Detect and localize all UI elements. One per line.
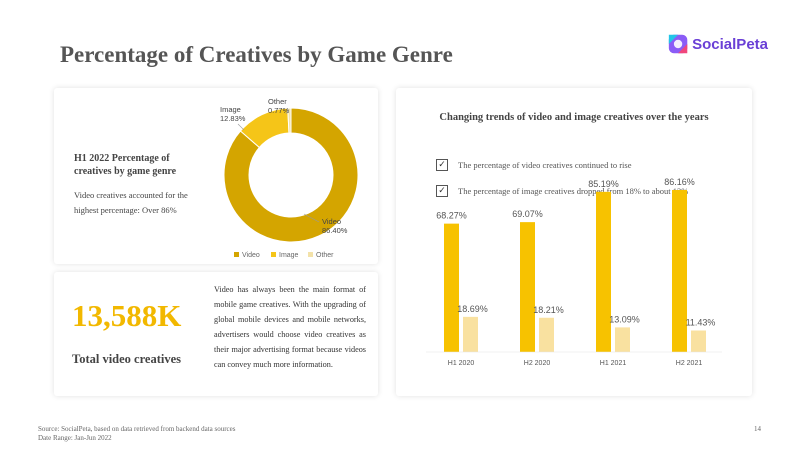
check-text-video: The percentage of video creatives contin… bbox=[458, 160, 632, 170]
donut-heading: H1 2022 Percentage of creatives by game … bbox=[74, 153, 177, 177]
bar-data-label: 11.43% bbox=[686, 318, 716, 328]
donut-label-name: Video bbox=[322, 217, 341, 226]
donut-description: Video creatives accounted for the highes… bbox=[74, 190, 188, 215]
checkbox-icon: ✓ bbox=[436, 185, 448, 197]
bar-card-title: Changing trends of video and image creat… bbox=[439, 112, 709, 123]
bar-data-label: 18.21% bbox=[533, 305, 564, 315]
check-row-image: ✓ The percentage of image creatives drop… bbox=[436, 185, 688, 197]
total-paragraph: Video has always been the main format of… bbox=[214, 285, 366, 369]
donut-label-name: Image bbox=[220, 105, 241, 114]
legend-label: Other bbox=[316, 252, 334, 259]
footer-date-range: Date Range: Jan-Jun 2022 bbox=[38, 434, 112, 442]
bar-data-label: 13.09% bbox=[609, 314, 640, 324]
bar-category-label: H1 2020 bbox=[448, 360, 475, 367]
donut-label-name: Other bbox=[268, 97, 287, 106]
bar-image bbox=[539, 317, 554, 352]
bar-data-label: 69.07% bbox=[512, 209, 543, 219]
brand-name: SocialPeta bbox=[692, 35, 768, 53]
brand-logo: SocialPeta bbox=[668, 31, 768, 57]
bar-video bbox=[596, 191, 611, 352]
checkbox-icon: ✓ bbox=[436, 159, 448, 171]
bar-video bbox=[444, 223, 459, 352]
bar-card: Changing trends of video and image creat… bbox=[396, 88, 752, 396]
donut-leader-line bbox=[303, 213, 320, 223]
donut-slice-other bbox=[287, 107, 292, 134]
brand-logo-icon bbox=[668, 34, 688, 54]
bar-image bbox=[615, 327, 630, 352]
donut-slice-video bbox=[223, 107, 359, 243]
footer-source-text: Source: SocialPeta, based on data retrie… bbox=[38, 425, 236, 433]
legend-label: Video bbox=[242, 252, 260, 259]
bar-image bbox=[463, 316, 478, 352]
bar-data-label: 86.16% bbox=[664, 177, 695, 187]
donut-label-value: 12.83% bbox=[220, 114, 246, 123]
legend-label: Image bbox=[279, 252, 299, 259]
donut-leader-line bbox=[237, 123, 245, 131]
bar-video bbox=[672, 190, 687, 352]
total-card: 13,588K Total video creatives Video has … bbox=[54, 272, 378, 396]
bar-video bbox=[520, 222, 535, 352]
bar-category-label: H2 2021 bbox=[676, 360, 703, 367]
page-title: Percentage of Creatives by Game Genre bbox=[60, 42, 453, 67]
total-label: Total video creatives bbox=[72, 352, 182, 366]
bar-data-label: 85.19% bbox=[588, 179, 619, 189]
footer-source: Source: SocialPeta, based on data retrie… bbox=[38, 425, 235, 443]
bar-chart: 68.27% 18.69% H1 2020 69.07% 18.21% H2 2020 85… bbox=[426, 177, 722, 367]
legend-swatch bbox=[234, 252, 239, 257]
donut-label-value: 86.40% bbox=[322, 226, 348, 235]
bar-data-label: 68.27% bbox=[436, 211, 467, 221]
page-number: 14 bbox=[754, 425, 761, 433]
bar-category-label: H1 2021 bbox=[600, 360, 627, 367]
total-value: 13,588K bbox=[72, 298, 182, 333]
donut-leader-line bbox=[285, 109, 289, 115]
check-text-image: The percentage of image creatives droppe… bbox=[458, 186, 689, 196]
donut-card: H1 2022 Percentage of creatives by game … bbox=[54, 88, 378, 264]
bar-category-label: H2 2020 bbox=[524, 360, 551, 367]
check-row-video: ✓ The percentage of video creatives cont… bbox=[436, 159, 631, 171]
bar-data-label: 18.69% bbox=[457, 304, 488, 314]
legend-swatch bbox=[308, 252, 313, 257]
bar-image bbox=[691, 330, 706, 352]
donut-label-value: 0.77% bbox=[268, 106, 290, 115]
legend-swatch bbox=[271, 252, 276, 257]
